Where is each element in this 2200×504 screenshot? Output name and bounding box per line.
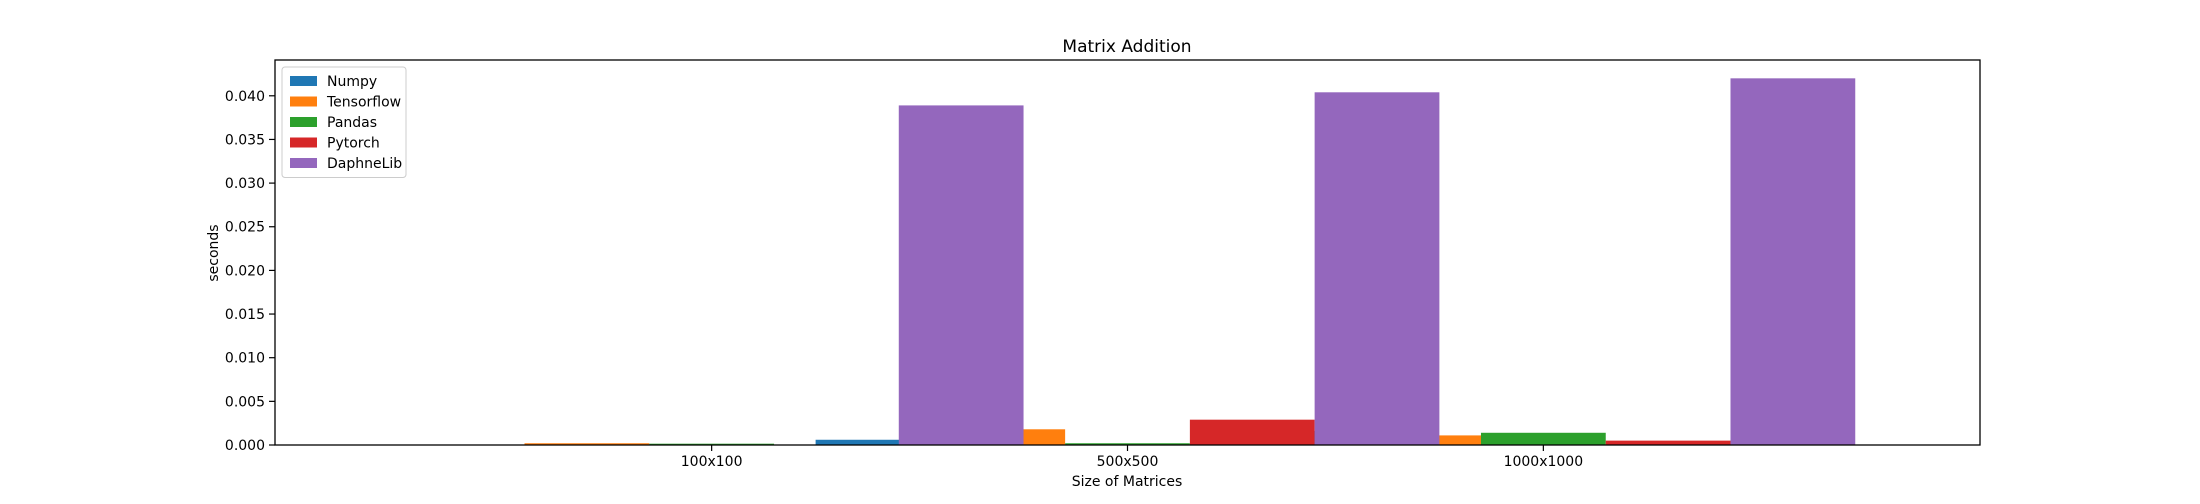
bar-daphnelib-100x100	[899, 105, 1024, 445]
y-tick-label: 0.025	[225, 220, 265, 236]
y-tick-label: 0.015	[225, 307, 265, 323]
legend-label-tensorflow: Tensorflow	[326, 95, 401, 111]
legend-swatch-pandas	[290, 117, 317, 127]
legend-label-pytorch: Pytorch	[327, 136, 380, 152]
legend-label-numpy: Numpy	[327, 74, 377, 90]
x-tick-label: 1000x1000	[1504, 454, 1584, 470]
y-axis-label: seconds	[206, 224, 222, 281]
y-tick-label: 0.035	[225, 132, 265, 148]
legend-swatch-tensorflow	[290, 97, 317, 107]
y-tick-label: 0.000	[225, 438, 265, 454]
x-axis-label: Size of Matrices	[1072, 474, 1183, 490]
bar-pandas-1000x1000	[1481, 433, 1606, 445]
y-tick-label: 0.010	[225, 351, 265, 367]
legend-swatch-numpy	[290, 76, 317, 86]
bar-daphnelib-1000x1000	[1730, 78, 1855, 445]
legend-label-daphnelib: DaphneLib	[327, 156, 402, 172]
x-tick-label: 500x500	[1097, 454, 1159, 470]
y-tick-label: 0.005	[225, 394, 265, 410]
legend-label-pandas: Pandas	[327, 115, 377, 131]
bar-pytorch-500x500	[1190, 420, 1315, 445]
y-tick-label: 0.030	[225, 176, 265, 192]
y-tick-label: 0.040	[225, 89, 265, 105]
x-tick-label: 100x100	[681, 454, 743, 470]
y-tick-label: 0.020	[225, 263, 265, 279]
legend-swatch-pytorch	[290, 138, 317, 148]
chart-title: Matrix Addition	[1062, 37, 1191, 57]
legend-swatch-daphnelib	[290, 158, 317, 168]
legend: Numpy Tensorflow Pandas Pytorch DaphneLib	[282, 67, 406, 178]
bar-pytorch-1000x1000	[1606, 441, 1731, 445]
bar-daphnelib-500x500	[1315, 92, 1440, 445]
